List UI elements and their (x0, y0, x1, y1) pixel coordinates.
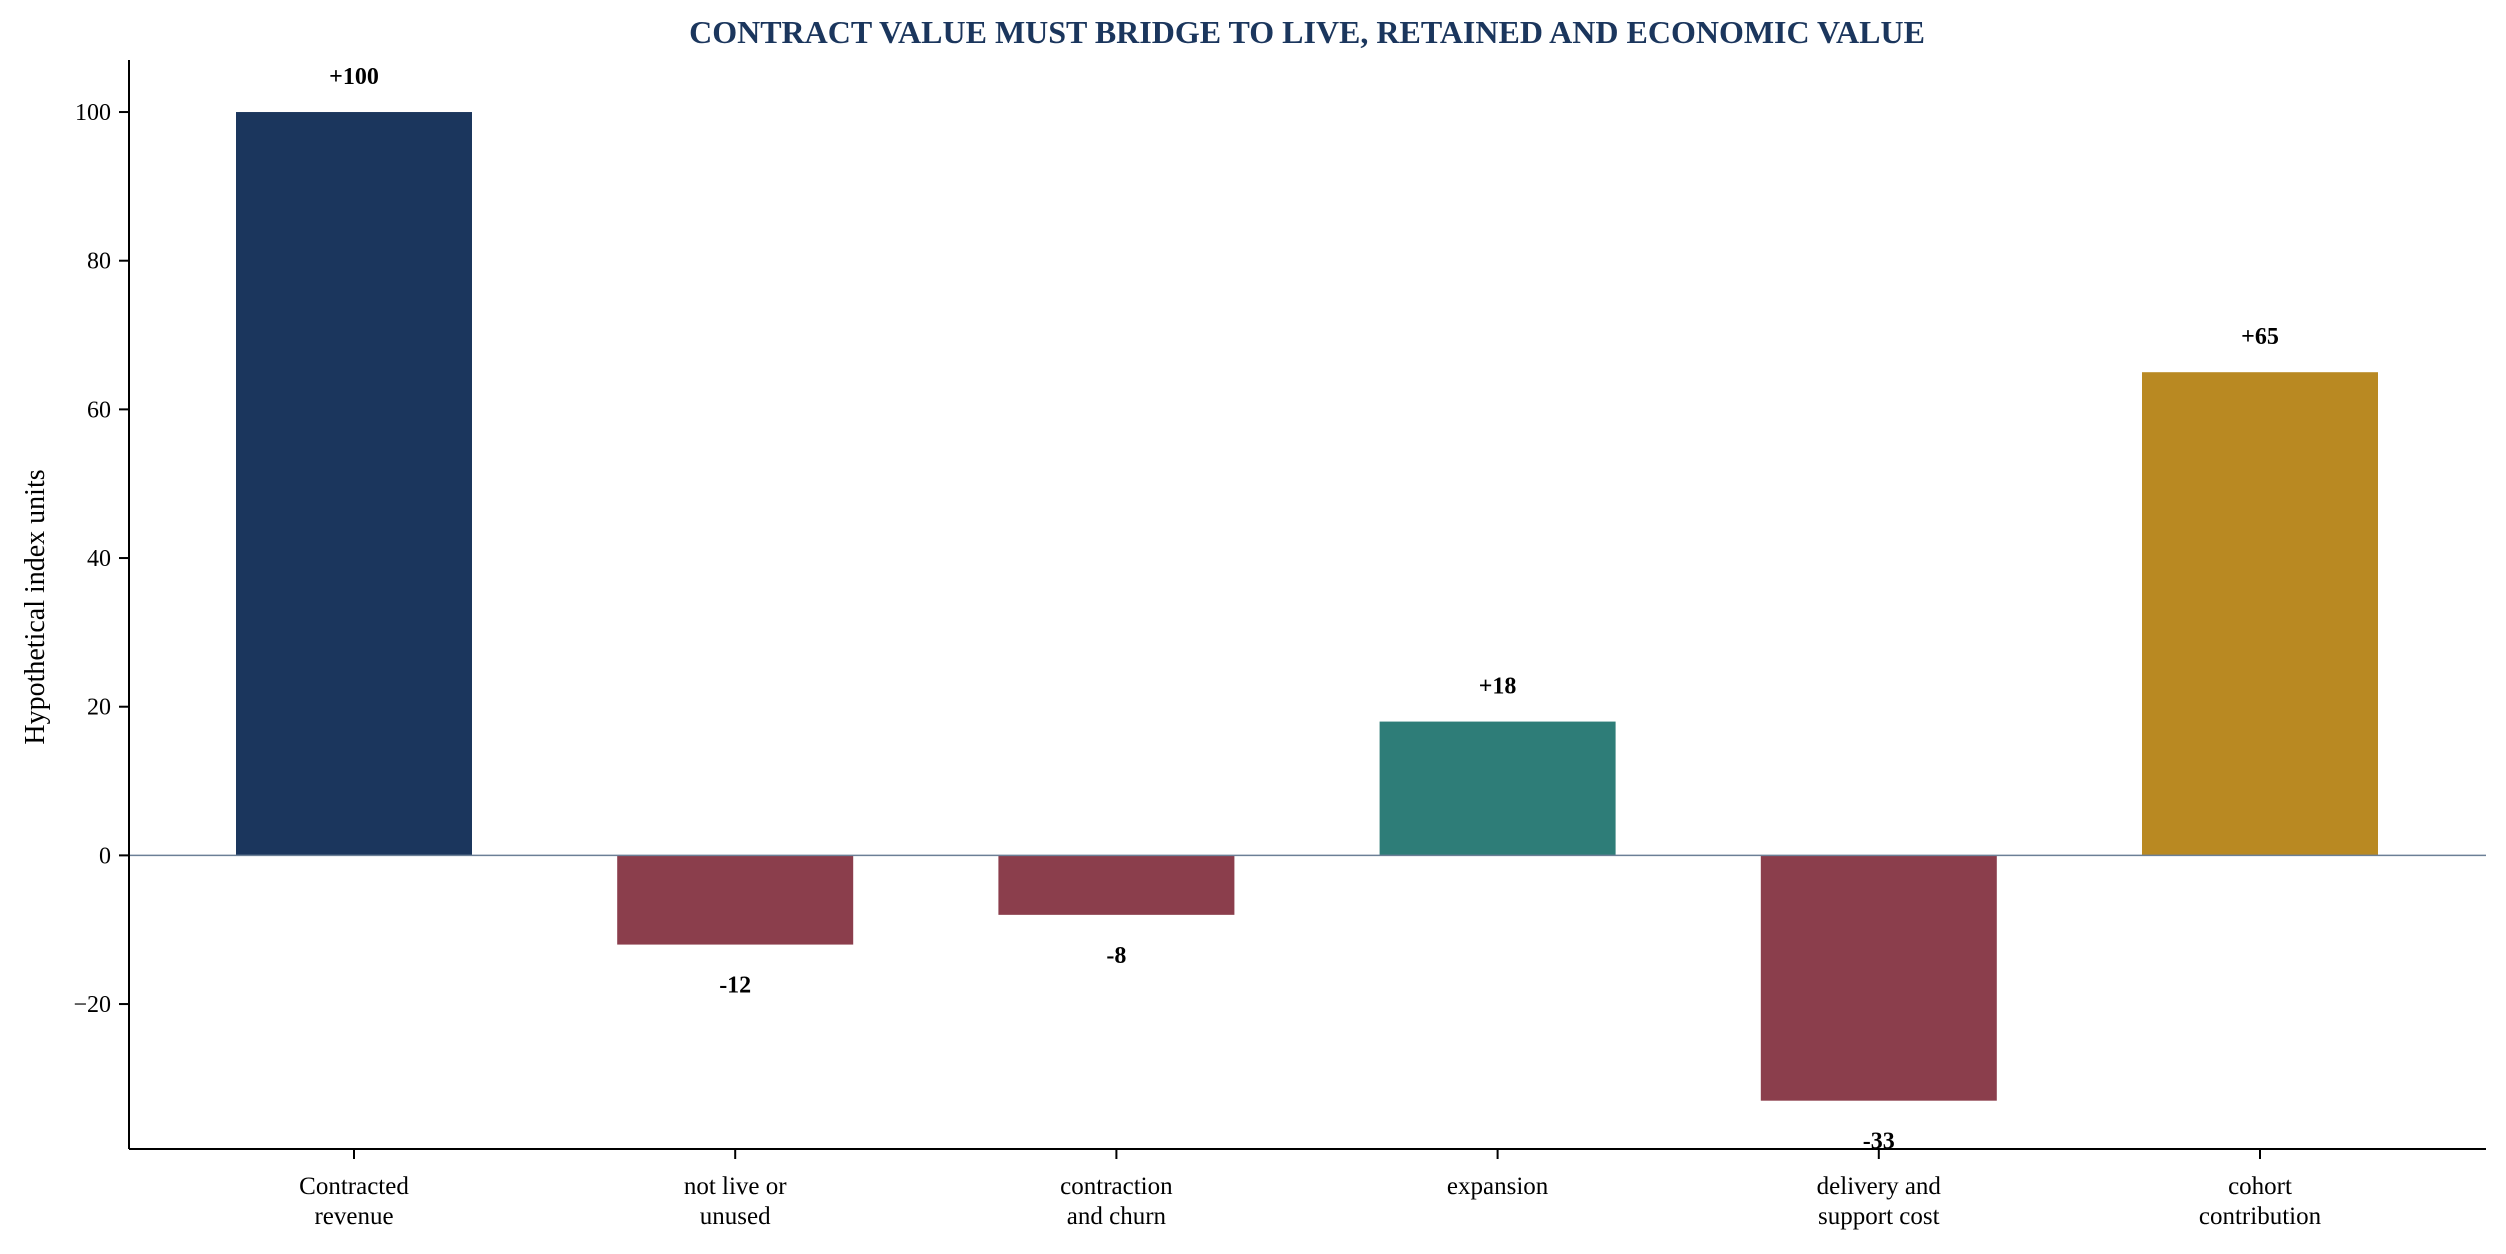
bar-1 (617, 855, 854, 945)
x-tick-label: Contracted revenue (299, 1173, 409, 1230)
x-tick-label: contraction and churn (1060, 1173, 1173, 1230)
value-label: +65 (2241, 324, 2279, 350)
bar-5 (2142, 372, 2378, 856)
value-label: -33 (1863, 1129, 1895, 1155)
y-tick-label: 0 (99, 843, 111, 869)
value-label: +18 (1479, 674, 1517, 700)
x-tick-label: cohort contribution (2199, 1173, 2322, 1230)
y-tick-label: −20 (73, 992, 111, 1018)
y-tick-label: 20 (87, 695, 111, 721)
value-label: -8 (1106, 943, 1126, 969)
bar-0 (236, 112, 472, 856)
plot-area: −20 0 20 40 60 80 100 Contracted revenue not live… (73, 60, 2486, 1230)
bar-2 (998, 855, 1235, 915)
bar-4 (1760, 855, 1997, 1101)
value-label: -12 (719, 973, 751, 999)
value-label: +100 (329, 64, 379, 90)
y-tick-label: 40 (87, 546, 111, 572)
x-tick-label: delivery and support cost (1817, 1173, 1942, 1230)
x-tick-label: expansion (1447, 1173, 1549, 1200)
chart-title: CONTRACT VALUE MUST BRIDGE TO LIVE, RETA… (689, 14, 1925, 50)
y-tick-label: 100 (75, 100, 111, 126)
bar-3 (1379, 721, 1616, 856)
y-tick-label: 60 (87, 397, 111, 423)
y-axis-label: Hypothetical index units (20, 469, 51, 744)
x-tick-label: not live or unused (684, 1173, 787, 1230)
y-tick-label: 80 (87, 249, 111, 275)
